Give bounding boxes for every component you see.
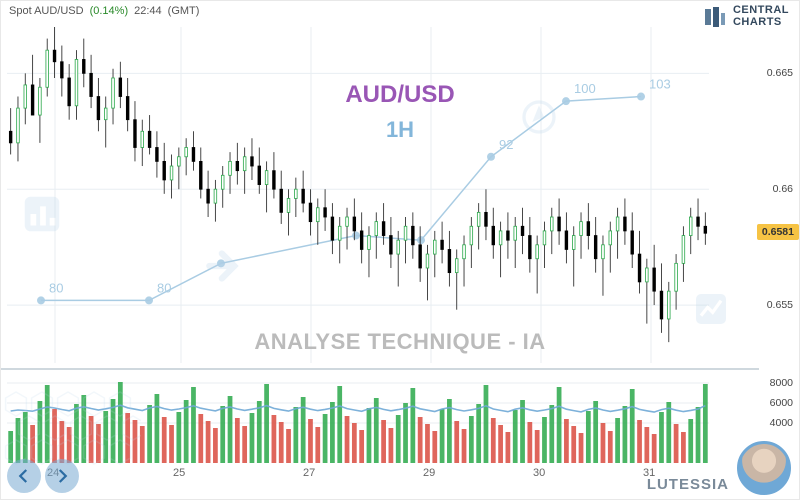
svg-text:92: 92: [499, 137, 513, 152]
vol-y-tick: 6000: [770, 397, 793, 409]
y-tick-label: 0.665: [767, 67, 793, 79]
watermark-text: ANALYSE TECHNIQUE - IA: [254, 329, 545, 355]
price-panel[interactable]: 80 80 92 100 103 AUD/USD 1H ANALYSE TECHNIQU…: [1, 21, 799, 369]
line-chart-icon: [691, 289, 731, 329]
timeframe-title: 1H: [386, 117, 414, 143]
chart-header: Spot AUD/USD (0.14%) 22:44 (GMT): [1, 1, 799, 21]
x-tick-label: 29: [423, 467, 435, 479]
x-tick-label: 25: [173, 467, 185, 479]
compass-icon: [519, 97, 559, 137]
symbol-label: Spot AUD/USD: [9, 5, 84, 17]
vol-y-tick: 8000: [770, 377, 793, 389]
arrow-right-icon: [201, 241, 251, 291]
nav-prev-button[interactable]: [7, 459, 41, 493]
svg-text:80: 80: [49, 280, 63, 295]
last-price-tag: 0.6581: [757, 224, 799, 240]
chart-container: Spot AUD/USD (0.14%) 22:44 (GMT) CENTRAL…: [0, 0, 800, 500]
svg-text:80: 80: [157, 280, 171, 295]
y-tick-label: 0.655: [767, 299, 793, 311]
time-label: 22:44: [134, 5, 162, 17]
svg-text:103: 103: [649, 77, 671, 92]
x-tick-label: 30: [533, 467, 545, 479]
svg-text:100: 100: [574, 81, 596, 96]
bar-chart-icon: [19, 191, 65, 237]
vol-y-tick: 4000: [770, 417, 793, 429]
nav-arrows: [7, 459, 79, 493]
lutessia-brand: LUTESSIA: [647, 476, 729, 493]
hex-grid-icon: [1, 389, 141, 469]
nav-next-button[interactable]: [45, 459, 79, 493]
avatar-icon[interactable]: [737, 441, 791, 495]
y-tick-label: 0.66: [773, 183, 793, 195]
tz-label: (GMT): [168, 5, 200, 17]
x-tick-label: 27: [303, 467, 315, 479]
candlestick-chart[interactable]: 80 80 92 100 103: [1, 21, 759, 369]
pct-change: (0.14%): [90, 5, 129, 17]
pair-title: AUD/USD: [345, 81, 454, 109]
